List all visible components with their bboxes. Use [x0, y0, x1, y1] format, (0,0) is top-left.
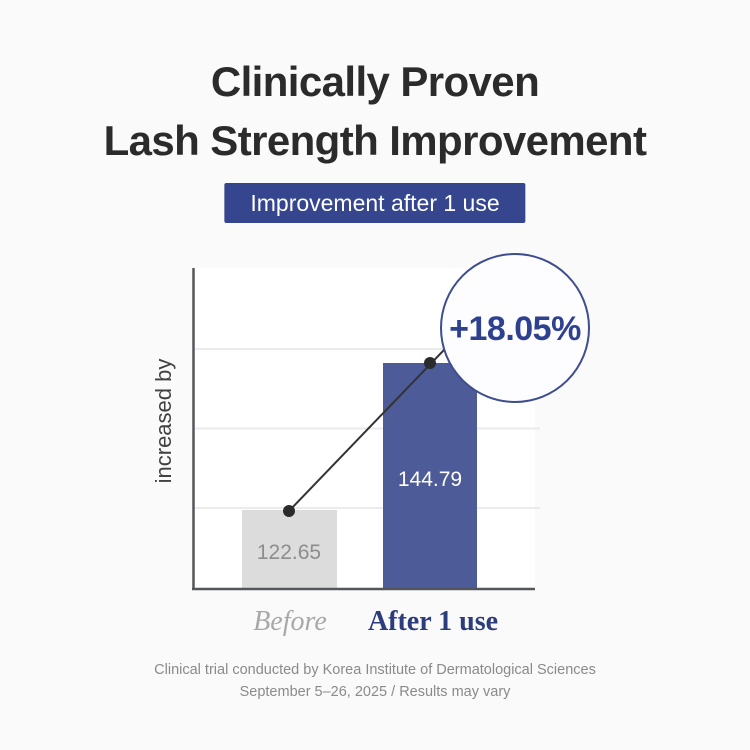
callout-circle [440, 253, 590, 403]
title-line-1: Clinically Proven [210, 58, 540, 105]
bar-after [383, 363, 477, 589]
page-title: Clinically Proven Lash Strength Improvem… [0, 52, 750, 170]
bar-before [242, 510, 337, 589]
disclaimer-line-1: Clinical trial conducted by Korea Instit… [154, 662, 596, 678]
connector-line [288, 324, 469, 512]
title-line-2: Lash Strength Improvement [103, 117, 647, 164]
category-label-after: After 1 use [368, 606, 498, 637]
disclaimer-line-2: September 5–26, 2025 / Results may vary [239, 683, 511, 700]
callout-percentage: +18.05% [449, 310, 581, 348]
improvement-badge: Improvement after 1 use [224, 183, 526, 223]
bar-value-before: 122.65 [257, 541, 321, 564]
y-axis-label: increased by [151, 359, 176, 484]
bar-value-after: 144.79 [398, 468, 462, 491]
data-point-after [424, 357, 436, 369]
category-label-before: Before [253, 606, 327, 637]
data-point-before [283, 505, 295, 517]
disclaimer: Clinical trial conducted by Korea Instit… [0, 660, 750, 703]
